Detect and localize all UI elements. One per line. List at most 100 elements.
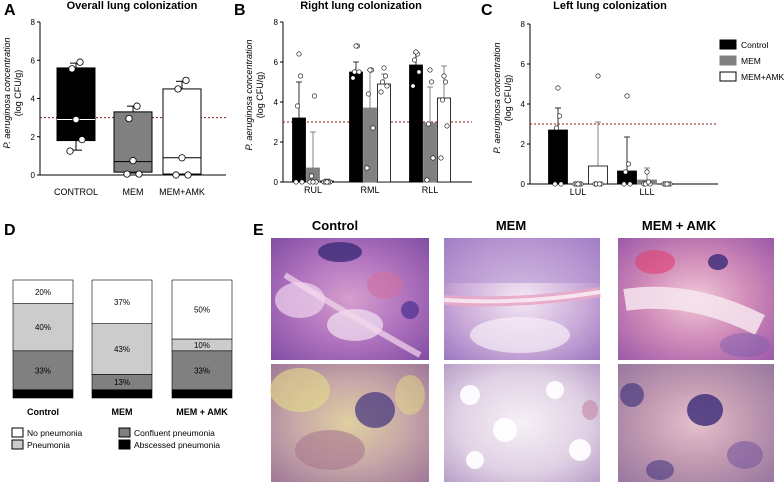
a-box-0 (56, 67, 96, 142)
a-point-2-4 (182, 76, 190, 84)
a-point-2-2 (178, 154, 186, 162)
b-point-1-0-0 (350, 75, 356, 81)
d-label-1-3: 37% (114, 298, 130, 307)
panel-e-histology: Control MEM MEM + AMK (270, 218, 774, 482)
b-point-1-0-1 (356, 69, 362, 75)
c-point-1-0-1 (627, 181, 633, 187)
b-ytick-label-3: 6 (274, 58, 279, 67)
legend-treatment: Control MEM MEM+AMK (719, 39, 784, 82)
b-point-2-1-3 (428, 79, 434, 85)
d-segment-0-2 (12, 303, 74, 352)
b-ytick-label-4: 8 (274, 18, 279, 27)
panel-letter-a: A (4, 2, 16, 19)
b-ytick-label-1: 2 (274, 138, 279, 147)
legend-swatch-no-pneumonia (11, 427, 24, 438)
legend-swatch-control (719, 39, 737, 50)
a-point-1-3 (125, 114, 133, 123)
legend-label-confluent: Confluent pneumonia (134, 428, 215, 438)
d-segment-2-3 (171, 279, 233, 340)
d-label-2-2: 10% (194, 341, 210, 350)
b-point-2-2-1 (444, 123, 450, 129)
b-ytick-label-0: 0 (274, 178, 279, 187)
b-bar-2-0 (409, 64, 423, 183)
panel-letter-d: D (4, 222, 16, 239)
panel-letter-b: B (234, 2, 246, 19)
b-point-1-0-2 (351, 69, 357, 75)
c-point-0-0-4 (555, 85, 561, 91)
c-category-1: LLL (639, 187, 654, 197)
b-point-1-2-2 (379, 79, 385, 85)
b-point-2-1-2 (425, 121, 431, 127)
a-point-0-0 (66, 147, 74, 155)
a-point-1-2 (129, 157, 137, 165)
c-point-0-2-4 (595, 73, 601, 79)
b-point-2-1-1 (430, 155, 436, 161)
b-point-2-1-4 (427, 67, 433, 73)
panel-letter-e: E (253, 222, 264, 239)
b-point-0-2-4 (324, 179, 330, 185)
a-ytick-label-1: 2 (31, 133, 36, 142)
panel-letter-c: C (481, 2, 493, 19)
d-segment-2-1 (171, 350, 233, 391)
c-point-1-1-3 (645, 179, 651, 185)
histology-memamk-top (618, 238, 774, 360)
d-label-1-1: 13% (114, 378, 130, 387)
a-category-2: MEM+AMK (159, 187, 205, 197)
b-bar-1-2 (377, 83, 391, 183)
legend-swatch-memamk (719, 71, 737, 82)
legend-swatch-mem (719, 55, 737, 66)
legend-swatch-confluent (118, 427, 131, 438)
b-category-2: RLL (422, 185, 439, 195)
d-label-2-1: 33% (194, 366, 210, 375)
a-category-1: MEM (123, 187, 144, 197)
a-point-0-4 (76, 58, 84, 66)
b-point-0-0-4 (296, 51, 302, 57)
b-category-1: RML (360, 185, 379, 195)
d-label-0-0: 7% (37, 390, 49, 399)
histology-title-memamk: MEM + AMK (642, 218, 717, 233)
a-point-1-1 (135, 170, 143, 178)
legend-swatch-pneumonia (11, 439, 24, 450)
b-point-1-0-4 (353, 43, 359, 49)
c-bar-0-2 (588, 165, 608, 185)
d-label-0-1: 33% (35, 366, 51, 375)
d-category-1: MEM (112, 407, 133, 417)
b-point-2-2-0 (438, 155, 444, 161)
b-bar-1-1 (363, 107, 377, 183)
a-ytick-label-3: 6 (31, 56, 36, 65)
legend-label-mem: MEM (741, 56, 761, 66)
b-point-2-1-0 (424, 177, 430, 183)
b-point-1-2-0 (378, 89, 384, 95)
legend-label-abscessed: Abscessed pneumonia (134, 440, 220, 450)
b-point-2-0-2 (411, 57, 417, 63)
panel-a-title: Overall lung colonization (67, 0, 198, 12)
b-point-0-1-2 (308, 173, 314, 179)
b-point-2-2-4 (441, 73, 447, 79)
a-ytick-label-4: 8 (31, 18, 36, 27)
panel-c-ylabel-1: P. aeruginosa concentration (492, 43, 502, 154)
b-point-1-2-3 (382, 73, 388, 79)
c-category-0: LUL (570, 187, 587, 197)
c-point-1-0-0 (621, 181, 627, 187)
b-point-0-0-3 (297, 73, 303, 79)
histology-mem-bottom (444, 364, 600, 482)
b-point-2-0-0 (410, 83, 416, 89)
b-bar-0-0 (292, 117, 306, 183)
c-ytick-label-2: 4 (521, 100, 526, 109)
d-segment-0-3 (12, 279, 74, 304)
legend-pneumonia: No pneumonia Pneumonia Confluent pneumon… (11, 427, 220, 450)
b-point-0-1-3 (311, 93, 317, 99)
c-point-1-2-4 (664, 181, 670, 187)
c-point-0-0-1 (558, 181, 564, 187)
panel-b-title: Right lung colonization (300, 0, 422, 12)
a-point-2-0 (172, 171, 180, 179)
panel-b-chart: Right lung colonization P. aeruginosa co… (244, 0, 472, 195)
b-point-1-1-4 (367, 67, 373, 73)
b-point-2-2-3 (442, 79, 448, 85)
histology-control-top (271, 238, 429, 360)
panel-b-ylabel-1: P. aeruginosa concentration (244, 40, 254, 151)
b-point-0-1-4 (310, 179, 316, 185)
d-category-0: Control (27, 407, 59, 417)
legend-label-no-pneumonia: No pneumonia (27, 428, 83, 438)
